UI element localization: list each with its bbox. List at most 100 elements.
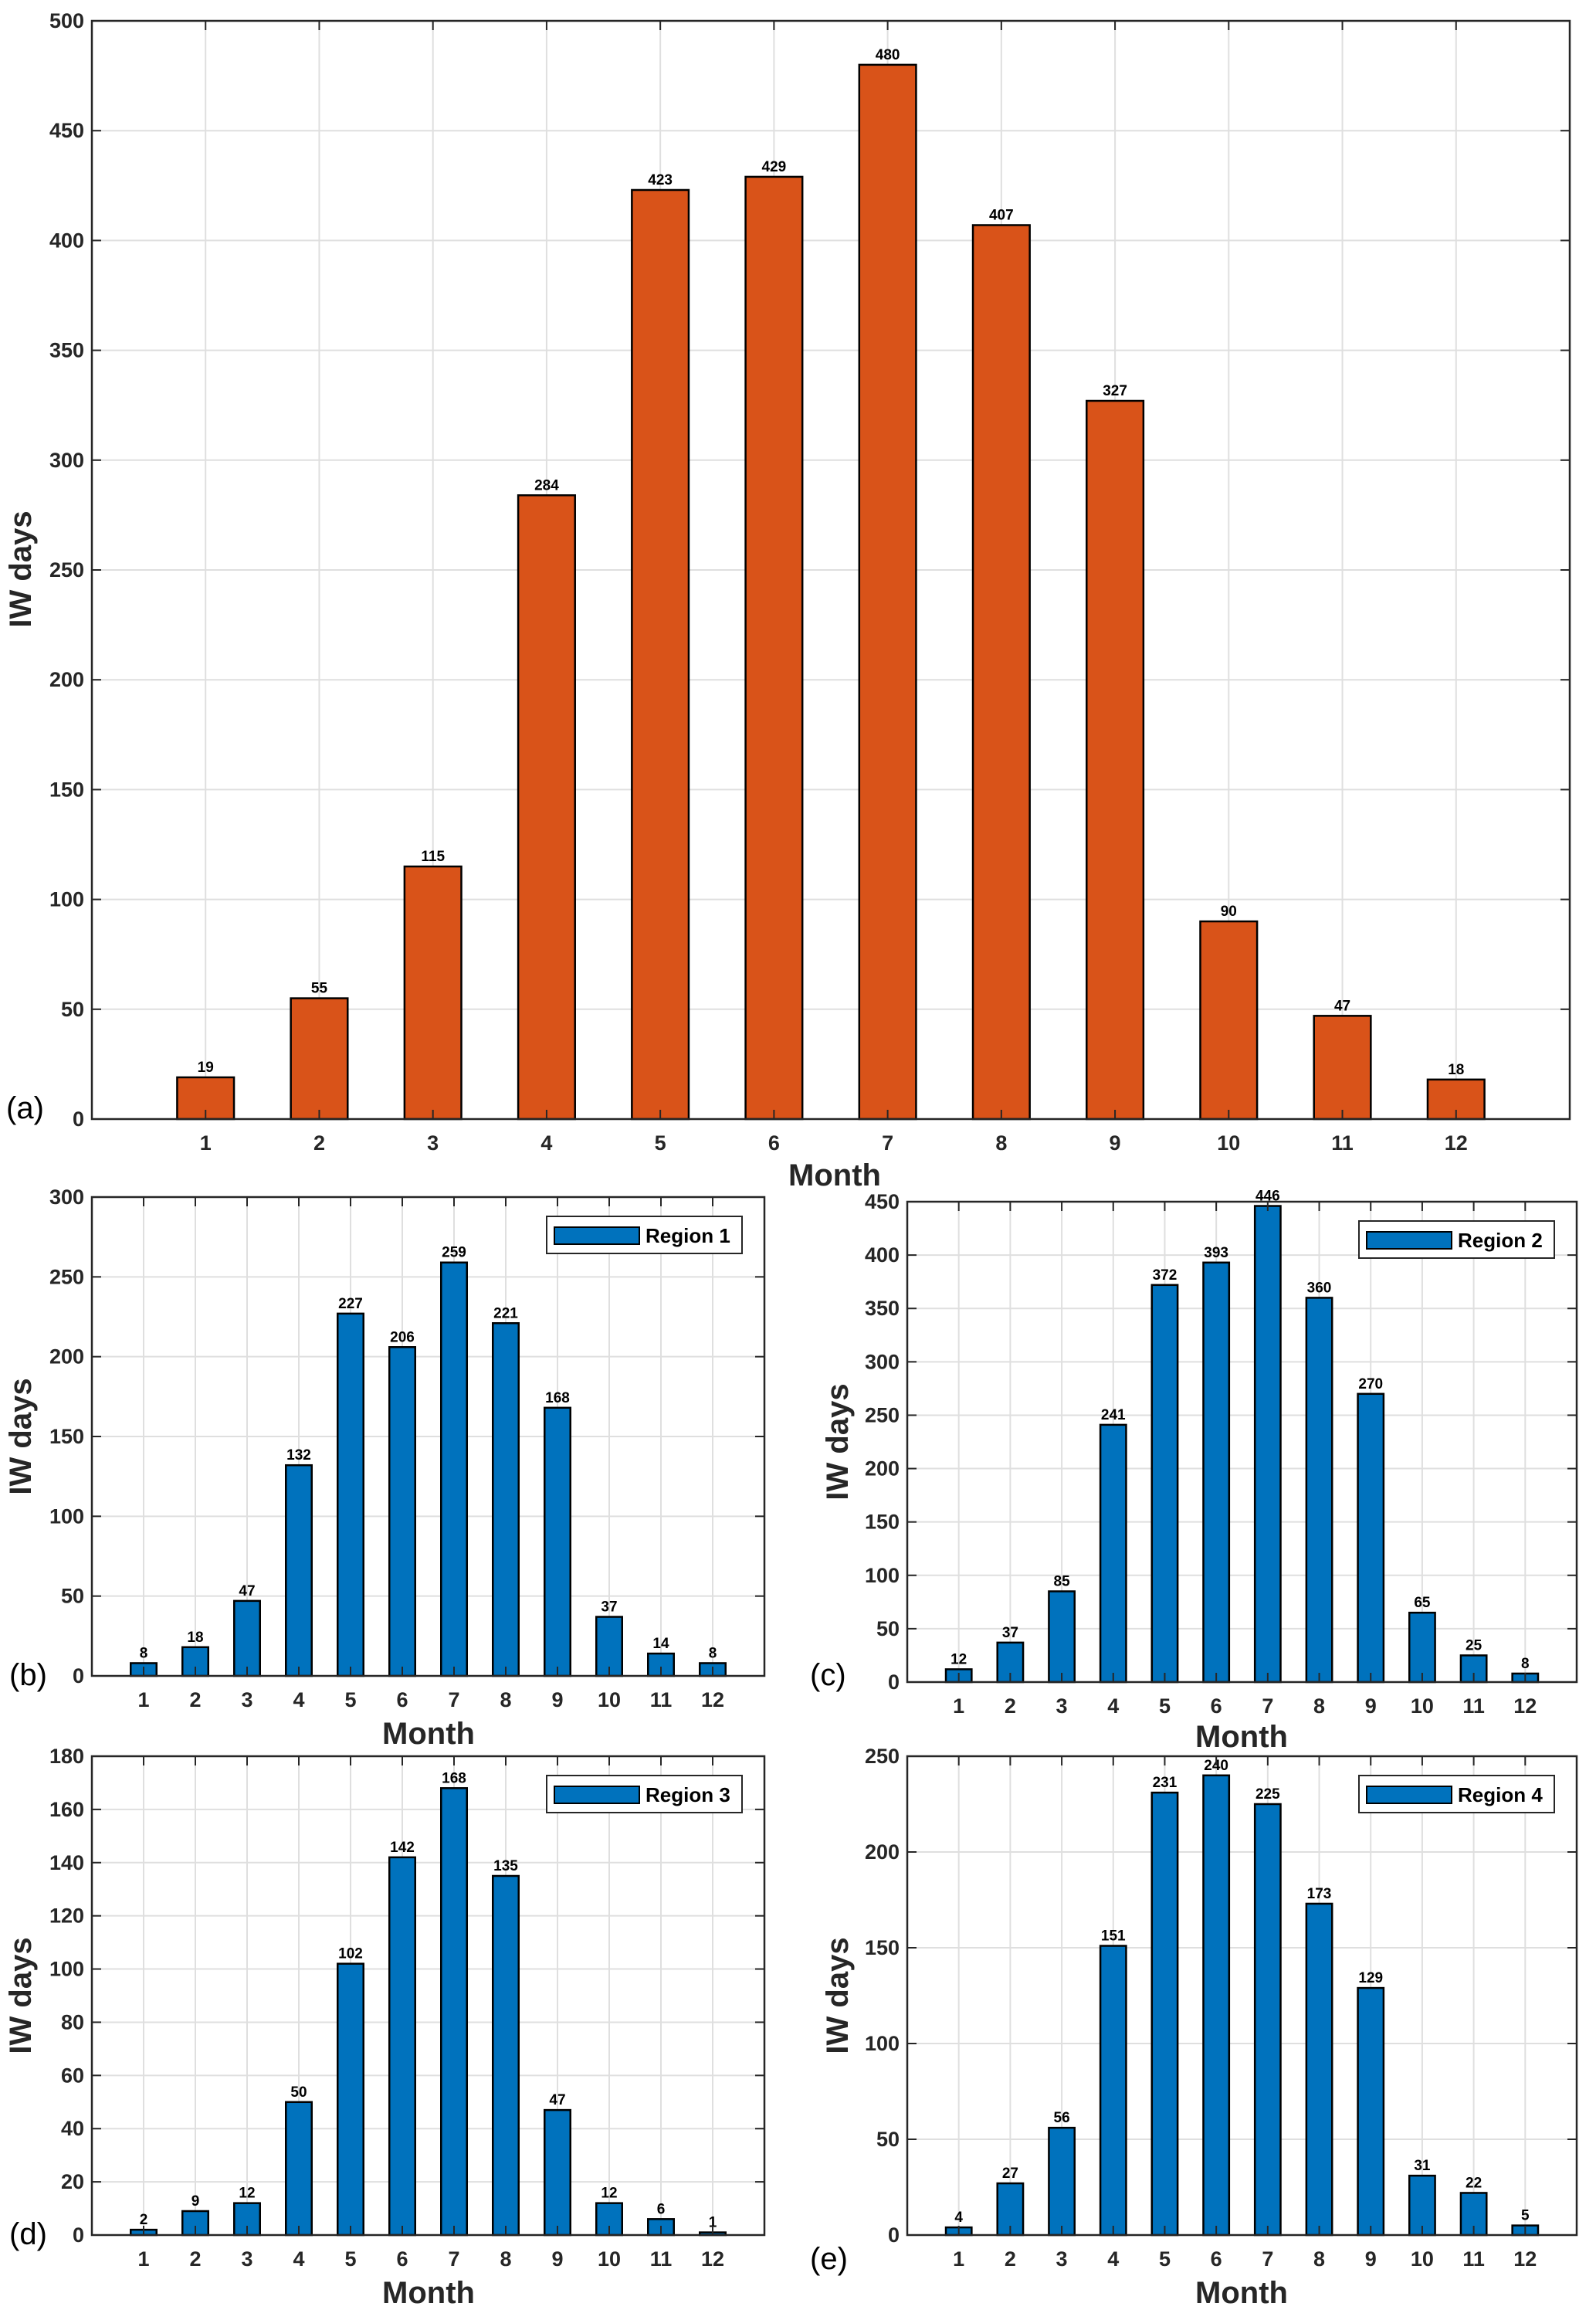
legend-box [1358, 1220, 1555, 1259]
data-label-month-8: 173 [1307, 1886, 1332, 1902]
data-label-month-4: 284 [534, 477, 559, 494]
y-tick-label: 50 [61, 1585, 84, 1608]
x-tick-label: 4 [540, 1131, 552, 1155]
y-tick-label: 0 [888, 1670, 900, 1694]
x-tick-label: 3 [241, 2247, 252, 2271]
bar-month-5 [1150, 1284, 1179, 1684]
x-tick-label: 7 [882, 1131, 893, 1155]
x-tick-label: 7 [1262, 1694, 1273, 1718]
data-label-month-6: 429 [762, 159, 787, 175]
x-tick-label: 3 [427, 1131, 439, 1155]
y-tick-label: 100 [865, 2032, 900, 2055]
y-tick-label: 180 [49, 1745, 84, 1768]
x-tick-label: 12 [1445, 1131, 1468, 1155]
bar-month-8 [1305, 1902, 1333, 2237]
y-axis-label: IW days [821, 1937, 855, 2054]
bar-month-7 [1253, 1205, 1282, 1684]
data-label-month-9: 168 [545, 1390, 570, 1406]
y-tick-label: 300 [865, 1350, 900, 1373]
bar-month-7 [440, 1261, 468, 1677]
x-axis-label: Month [1195, 1720, 1288, 1754]
bar-month-6 [1202, 1261, 1231, 1684]
data-label-month-11: 14 [652, 1636, 669, 1652]
legend-swatch [1366, 1786, 1452, 1804]
data-label-month-2: 18 [187, 1630, 203, 1646]
y-tick-label: 100 [49, 1958, 84, 1981]
y-tick-label: 250 [49, 1265, 84, 1288]
y-tick-label: 350 [49, 339, 84, 362]
axes-box [90, 1755, 766, 2237]
bar-month-3 [403, 865, 463, 1121]
legend-swatch [1366, 1231, 1452, 1250]
y-tick-label: 300 [49, 449, 84, 472]
panel-label: (b) [9, 1658, 47, 1692]
bar-month-2 [290, 997, 349, 1121]
y-tick-label: 0 [73, 1664, 84, 1687]
bar-month-9 [544, 1406, 571, 1677]
x-tick-label: 9 [1110, 1131, 1121, 1155]
data-label-month-10: 12 [601, 2186, 617, 2202]
bar-month-6 [388, 1346, 416, 1677]
data-label-month-3: 115 [421, 849, 445, 865]
x-tick-label: 11 [650, 2247, 673, 2271]
data-label-month-5: 102 [338, 1946, 363, 1962]
x-tick-label: 11 [650, 1688, 673, 1711]
data-label-month-11: 47 [1334, 998, 1350, 1014]
x-tick-label: 11 [1462, 2247, 1485, 2271]
bar-month-4 [517, 494, 576, 1121]
x-tick-label: 6 [396, 2247, 408, 2271]
y-tick-label: 0 [888, 2223, 900, 2247]
x-tick-label: 8 [995, 1131, 1007, 1155]
y-tick-label: 100 [49, 1504, 84, 1528]
bar-month-5 [337, 1312, 364, 1677]
bar-month-9 [1357, 1986, 1385, 2237]
x-tick-label: 4 [1107, 2247, 1119, 2271]
data-label-month-8: 135 [493, 1858, 518, 1874]
bar-month-11 [1313, 1015, 1372, 1121]
bar-month-9 [1086, 399, 1145, 1121]
y-axis-label: IW days [4, 510, 38, 627]
data-label-month-8: 407 [989, 207, 1014, 223]
y-tick-label: 450 [865, 1190, 900, 1213]
y-tick-label: 20 [61, 2170, 84, 2193]
x-tick-label: 3 [1056, 2247, 1068, 2271]
data-label-month-2: 55 [311, 981, 328, 997]
legend-label: Region 2 [1458, 1229, 1543, 1252]
x-tick-label: 2 [1005, 1694, 1016, 1718]
y-tick-label: 60 [61, 2064, 84, 2087]
x-tick-label: 10 [1411, 1694, 1434, 1718]
y-tick-label: 200 [865, 1457, 900, 1481]
x-tick-label: 5 [1159, 2247, 1171, 2271]
y-tick-label: 150 [49, 1425, 84, 1448]
x-tick-label: 12 [1513, 2247, 1537, 2271]
data-label-month-2: 37 [1002, 1625, 1018, 1641]
bar-month-8 [492, 1874, 520, 2237]
data-label-month-12: 1 [709, 2215, 717, 2231]
y-tick-label: 250 [49, 558, 84, 582]
data-label-month-7: 259 [442, 1245, 466, 1261]
axes-box [906, 1755, 1578, 2237]
panel-label: (c) [810, 1658, 846, 1692]
y-tick-label: 150 [865, 1936, 900, 1959]
legend-box [546, 1775, 743, 1813]
legend-label: Region 3 [646, 1783, 730, 1806]
plot-area [907, 1756, 1577, 2235]
x-tick-label: 8 [1313, 1694, 1325, 1718]
data-label-month-10: 37 [601, 1599, 617, 1616]
y-tick-label: 250 [865, 1403, 900, 1426]
x-tick-label: 5 [344, 2247, 356, 2271]
data-label-month-1: 4 [954, 2210, 963, 2226]
bar-month-4 [1099, 1945, 1127, 2237]
data-label-month-11: 6 [657, 2201, 666, 2217]
x-tick-label: 10 [1411, 2247, 1434, 2271]
data-label-month-1: 8 [140, 1645, 148, 1661]
x-tick-label: 10 [598, 2247, 621, 2271]
legend: Region 4 [1358, 1775, 1555, 1813]
y-tick-label: 450 [49, 119, 84, 142]
x-tick-label: 1 [953, 2247, 964, 2271]
legend: Region 2 [1358, 1220, 1555, 1259]
x-tick-label: 1 [137, 2247, 149, 2271]
bar-month-4 [285, 2101, 313, 2237]
